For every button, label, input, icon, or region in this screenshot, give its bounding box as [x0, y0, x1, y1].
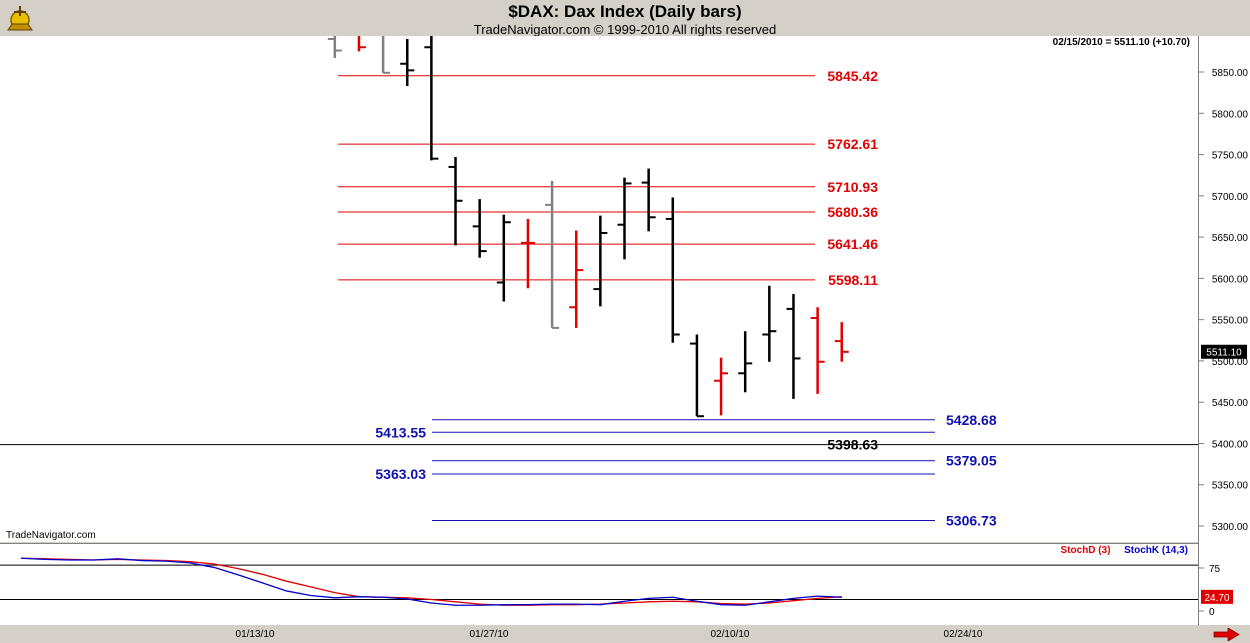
- price-tick-label-4: 5500.00: [1212, 357, 1249, 368]
- price-tick-label-1: 5350.00: [1212, 481, 1249, 492]
- ohlc-bar-11: [472, 199, 487, 258]
- price-axis-ticks: 5300.00 5350.00 5400.00 5450.00 5500.00 5550.…: [1199, 68, 1249, 618]
- ohlc-bar-14: [545, 180, 560, 329]
- trade-navigator-logo: [4, 2, 36, 34]
- price-tick-label-11: 5850.00: [1212, 68, 1249, 79]
- price-tick-label-9: 5750.00: [1212, 151, 1249, 162]
- level-label-7: 5413.55: [375, 424, 426, 440]
- ohlc-bar-20: [689, 334, 704, 418]
- level-label-8: 5398.63: [827, 437, 878, 453]
- price-axis[interactable]: 5300.00 5350.00 5400.00 5450.00 5500.00 5550.…: [1198, 36, 1250, 625]
- watermark: TradeNavigator.com: [6, 530, 96, 541]
- price-tick-label-5: 5550.00: [1212, 316, 1249, 327]
- stoch-tick-label-1: 75: [1209, 564, 1221, 575]
- price-tick-label-0: 5300.00: [1212, 522, 1249, 533]
- level-label-10: 5363.03: [375, 466, 426, 482]
- level-label-2: 5710.93: [827, 179, 878, 195]
- price-tick-label-10: 5800.00: [1212, 109, 1249, 120]
- stoch-current-badge: [1201, 589, 1233, 604]
- price-tick-label-6: 5600.00: [1212, 274, 1249, 285]
- date-tick-label-1: 01/27/10: [470, 629, 509, 640]
- ohlc-bar-12: [496, 214, 511, 302]
- date-axis-ticks: 01/13/10 01/27/10 02/10/10 02/24/10: [236, 629, 983, 640]
- arrow-right-icon: [1213, 628, 1240, 641]
- ohlc-bar-17: [617, 177, 632, 260]
- level-label-1: 5762.61: [827, 136, 878, 152]
- price-tick-label-7: 5650.00: [1212, 233, 1249, 244]
- last-bar-info: 02/15/2010 = 5511.10 (+10.70): [1052, 37, 1190, 48]
- level-label-5: 5598.11: [828, 272, 878, 288]
- level-label-6: 5428.68: [946, 412, 997, 428]
- level-label-11: 5306.73: [946, 512, 997, 528]
- current-price-label: 5511.10: [1206, 348, 1242, 359]
- stochastic-chart[interactable]: [0, 543, 1198, 625]
- ohlc-bar-9: [424, 36, 439, 161]
- ohlc-bar-25: [810, 307, 825, 394]
- ohlc-bar-26: [834, 322, 849, 362]
- ohlc-bar-10: [448, 157, 463, 246]
- price-panel[interactable]: 5845.42 5762.61 5710.93 5680.36 5641.46 5598.…: [0, 36, 1198, 542]
- ohlc-bar-6: [357, 36, 366, 52]
- level-label-9: 5379.05: [946, 453, 997, 469]
- stoch-tick-label-0: 0: [1209, 607, 1215, 618]
- legend-stochd: StochD (3): [1060, 545, 1111, 556]
- stochastic-panel[interactable]: StochD (3) StochK (14,3): [0, 543, 1198, 625]
- date-tick-label-2: 02/10/10: [711, 629, 750, 640]
- price-tick-label-3: 5450.00: [1212, 398, 1249, 409]
- ohlc-bar-16: [593, 215, 608, 307]
- price-tick-label-2: 5400.00: [1212, 439, 1249, 450]
- ohlc-bar-21: [714, 357, 729, 416]
- copyright-text: TradeNavigator.com © 1999-2010 All right…: [473, 22, 777, 37]
- ohlc-bar-23: [762, 285, 777, 362]
- ohlc-bar-13: [520, 218, 535, 289]
- ohlc-bar-19: [665, 197, 680, 343]
- ohlc-bar-7: [381, 36, 391, 74]
- legend-stochk: StochK (14,3): [1124, 545, 1188, 556]
- ohlc-bar-15: [569, 230, 584, 328]
- stoch-current-label: 24.70: [1204, 593, 1229, 604]
- scroll-right-arrow[interactable]: [1212, 628, 1240, 641]
- ohlc-bar-8: [400, 38, 415, 87]
- ohlc-bar-18: [641, 168, 656, 232]
- level-label-3: 5680.36: [827, 204, 878, 220]
- level-label-0: 5845.42: [827, 68, 878, 84]
- stoch-series-1: [20, 557, 842, 606]
- level-label-4: 5641.46: [827, 236, 878, 252]
- chart-title: $DAX: Dax Index (Daily bars): [508, 2, 742, 21]
- logo-icon: [7, 6, 33, 31]
- date-axis[interactable]: 01/13/10 01/27/10 02/10/10 02/24/10: [0, 625, 1250, 643]
- price-tick-label-8: 5700.00: [1212, 192, 1249, 203]
- date-tick-label-0: 01/13/10: [236, 629, 275, 640]
- ohlc-bar-22: [738, 331, 753, 393]
- ohlc-bar-5: [327, 36, 342, 58]
- date-tick-label-3: 02/24/10: [944, 629, 983, 640]
- price-chart[interactable]: 5845.42 5762.61 5710.93 5680.36 5641.46 5598.…: [0, 36, 1198, 542]
- ohlc-bar-24: [786, 294, 801, 399]
- current-price-badge: [1201, 344, 1247, 359]
- stoch-legend: StochD (3) StochK (14,3): [1061, 545, 1188, 556]
